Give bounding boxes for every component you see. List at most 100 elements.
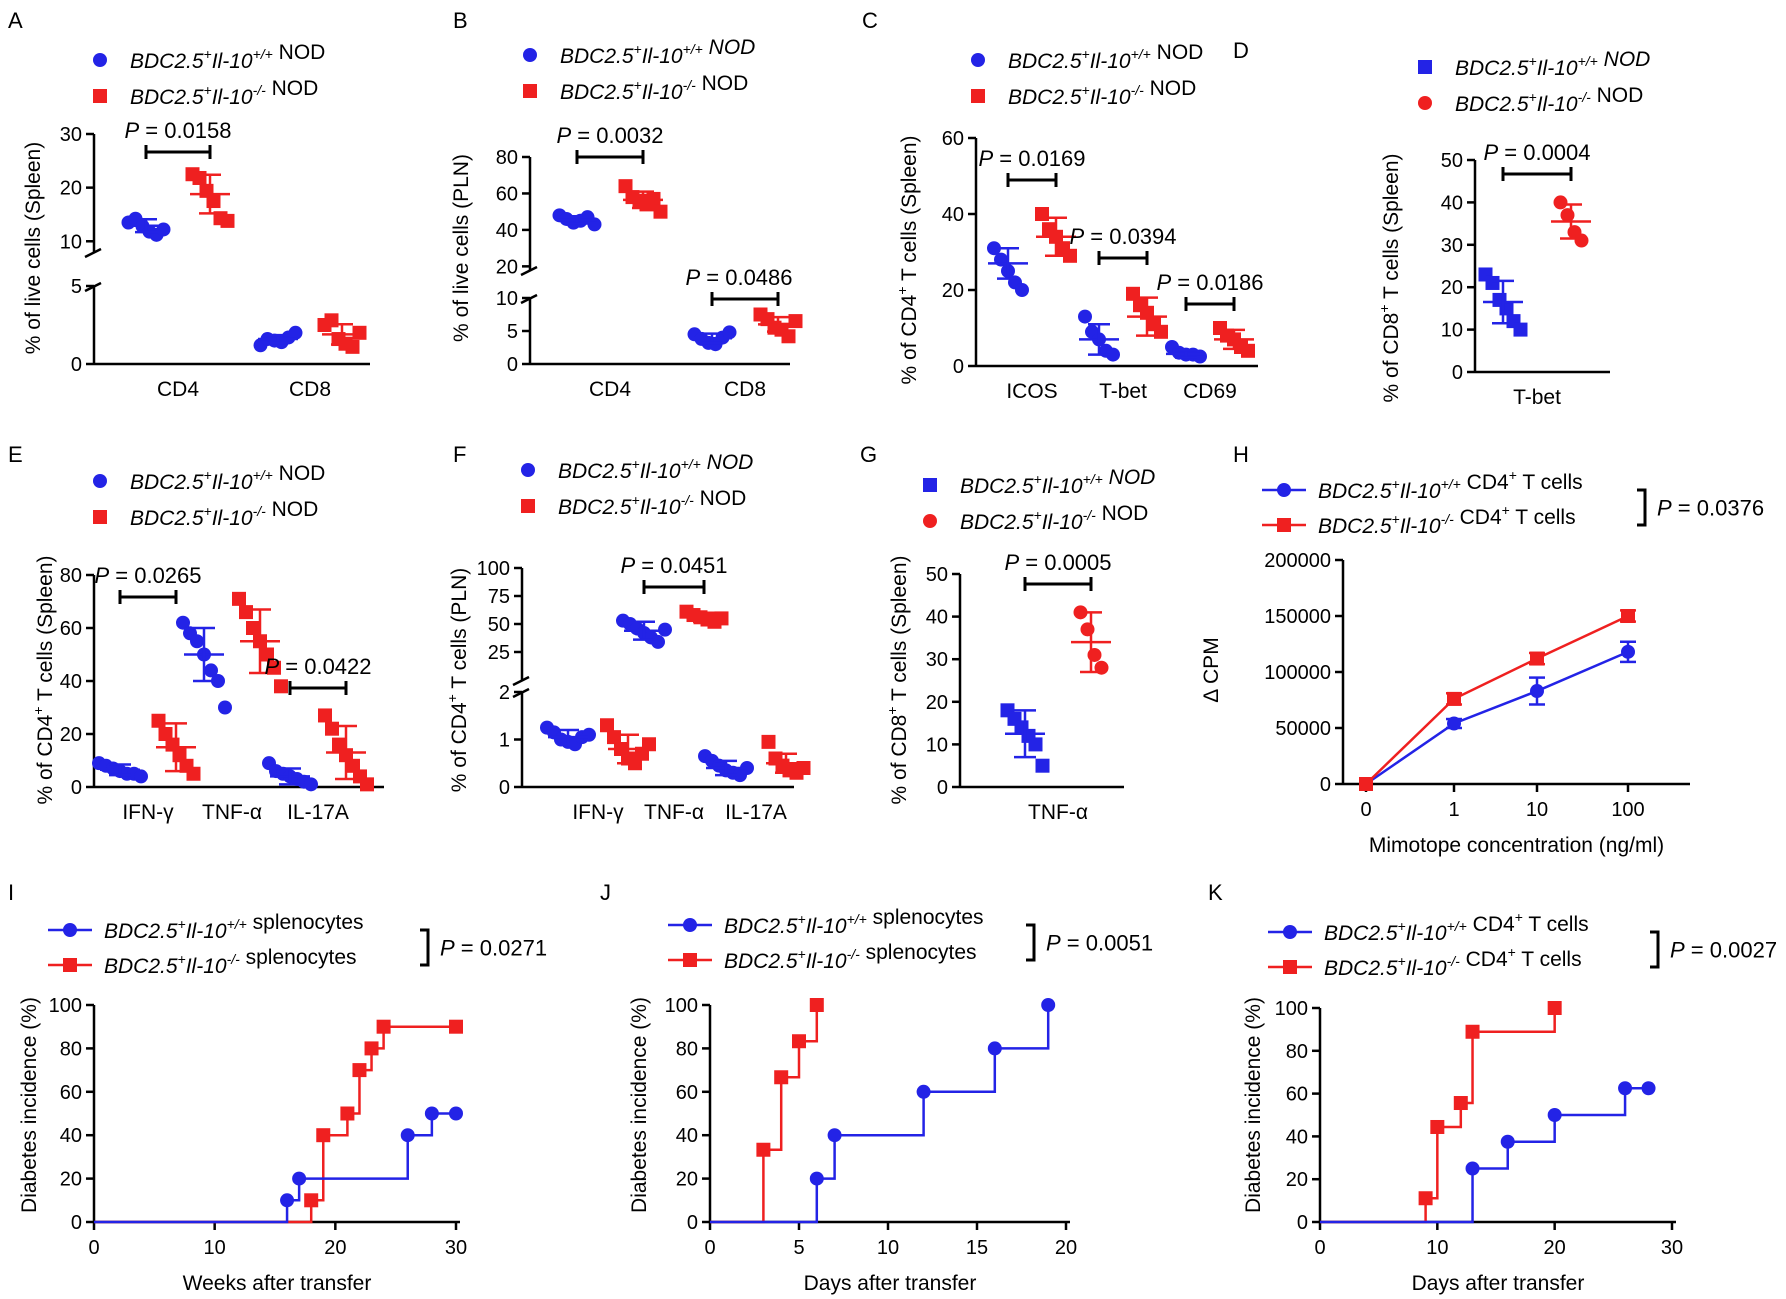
legend-label-wt: BDC2.5+Il-10+/+ CD4+ T cells (1324, 909, 1589, 945)
y-tick-label: 50000 (1275, 718, 1331, 740)
data-point (722, 325, 737, 340)
x-tick-label: 20 (1055, 1237, 1077, 1259)
x-tick-label: 0 (704, 1237, 715, 1259)
data-point (246, 621, 260, 635)
panel-label: J (600, 880, 611, 905)
y-tick-label: 100 (477, 558, 510, 580)
legend-marker-ko (1418, 96, 1432, 110)
legend-label-ko: BDC2.5+Il-10-/- splenocytes (724, 941, 977, 973)
p-value: P = 0.0486 (685, 265, 792, 290)
x-category-label: IL-17A (287, 801, 349, 824)
y-tick-label: 80 (676, 1038, 698, 1060)
y-tick-label: 40 (60, 1125, 82, 1147)
legend-label-wt: BDC2.5+Il-10+/+ NOD (1455, 48, 1650, 80)
p-value: P = 0.0158 (124, 118, 231, 143)
data-point (424, 1106, 439, 1121)
legend-label-ko: BDC2.5+Il-10-/- CD4+ T cells (1324, 944, 1582, 980)
y-tick-label: 20 (60, 724, 82, 746)
legend-marker-wt (521, 463, 535, 477)
y-tick-label: 10 (60, 231, 82, 253)
data-point (304, 777, 318, 792)
data-point (1430, 1119, 1445, 1134)
x-tick-label: 20 (1544, 1237, 1566, 1259)
data-point (1574, 233, 1589, 248)
legend: BDC2.5+Il-10+/+ NOD BDC2.5+Il-10-/- NOD (93, 462, 325, 530)
y-tick-label: 10 (926, 734, 948, 756)
p-value: P = 0.0051 (1046, 931, 1153, 956)
y-tick-label: 30 (1441, 235, 1463, 257)
data-point (274, 679, 288, 694)
data-point (232, 591, 246, 606)
y-tick-label: 100 (49, 995, 82, 1017)
y-tick-label: 75 (488, 586, 510, 608)
y-tick-label: 30 (60, 124, 82, 146)
legend-marker-ko (521, 499, 535, 513)
y-axis-label: % of CD4+ T cells (Spleen) (30, 555, 57, 804)
data-point (340, 1106, 355, 1121)
legend-marker-ko (93, 89, 107, 103)
legend-label-ko: BDC2.5+Il-10-/- NOD (558, 487, 746, 519)
legend-label-ko: BDC2.5+Il-10-/- NOD (560, 72, 748, 104)
data-point (332, 737, 346, 752)
p-value: P = 0.0394 (1069, 224, 1176, 249)
data-point (987, 241, 1001, 256)
data-point (792, 1034, 806, 1049)
legend-marker-wt (683, 918, 697, 932)
y-axis-label: Diabetes incidence (%) (628, 997, 651, 1213)
x-category-label: CD69 (1183, 380, 1237, 403)
data-point (788, 314, 803, 329)
legend-marker-wt (971, 53, 985, 67)
x-tick-label: 0 (1360, 799, 1371, 821)
y-tick-label: 100 (665, 995, 698, 1017)
data-point (1418, 1191, 1433, 1206)
y-tick-label: 80 (496, 147, 518, 169)
legend: BDC2.5+Il-10+/+ NOD BDC2.5+Il-10-/- NOD (1418, 48, 1650, 116)
x-axis-label: Days after transfer (804, 1272, 977, 1295)
legend-label-wt: BDC2.5+Il-10+/+ CD4+ T cells (1318, 467, 1583, 503)
y-axis-label: % of live cells (PLN) (450, 154, 473, 342)
y-tick-label: 20 (1441, 277, 1463, 299)
y-tick-label: 60 (676, 1082, 698, 1104)
data-point (1078, 309, 1092, 324)
legend-marker-ko (971, 89, 985, 103)
data-point (211, 674, 225, 688)
data-point (618, 179, 633, 194)
plot-area: 0 5 10 20 30 CD4 CD8 P = 0.0158 (60, 118, 370, 401)
legend: BDC2.5+Il-10+/+ splenocytesBDC2.5+Il-10-… (668, 906, 984, 973)
legend: BDC2.5+Il-10+/+ CD4+ T cellsBDC2.5+Il-10… (1268, 909, 1589, 980)
plot-area: 0 20 40 60 80 IFN-γ TNF-α IL-17A P = 0.0265 P = 0… (60, 563, 384, 824)
p-value: P = 0.0004 (1483, 140, 1590, 165)
data-point (658, 622, 672, 637)
data-point (916, 1084, 931, 1099)
legend-marker-ko (63, 958, 77, 972)
panel-label: K (1208, 880, 1223, 905)
legend: BDC2.5+Il-10+/+ NOD BDC2.5+Il-10-/- NOD (521, 451, 753, 519)
y-tick-label: 60 (942, 128, 964, 150)
data-point (218, 700, 232, 715)
data-point (827, 1128, 842, 1143)
y-tick-label: 20 (60, 1169, 82, 1191)
data-point (987, 1041, 1002, 1056)
x-tick-label: 100 (1611, 799, 1644, 821)
y-tick-label: 100 (1275, 998, 1308, 1020)
legend-marker-ko (93, 510, 107, 524)
legend-marker-wt (93, 474, 107, 488)
x-tick-label: 20 (324, 1237, 346, 1259)
x-category-label: CD8 (724, 378, 766, 401)
legend-label-wt: BDC2.5+Il-10+/+ NOD (130, 41, 325, 73)
legend-marker-wt (1277, 483, 1291, 497)
y-axis-label: Diabetes incidence (%) (1242, 997, 1265, 1213)
y-axis-label: % of CD4+ T cells (PLN) (444, 568, 471, 792)
data-point (220, 213, 235, 228)
y-tick-label: 25 (488, 642, 510, 664)
p-value: P = 0.0032 (556, 123, 663, 148)
plot-area: 0 5 10 20 40 60 80 CD4 CD8 P = 0.0032 P = 0.0486 (496, 123, 803, 401)
x-category-label: TNF-α (202, 801, 262, 824)
legend: BDC2.5+Il-10+/+ NOD BDC2.5+Il-10-/- NOD (523, 36, 755, 104)
plot-area: 0 20 40 60 80 100 Days after transfer 0 5 10 15 20 (665, 995, 1078, 1295)
data-point (1080, 622, 1095, 637)
data-point (1530, 651, 1544, 666)
p-value: P = 0.0451 (620, 553, 727, 578)
y-tick-label: 20 (60, 178, 82, 200)
legend-marker-ko (683, 953, 697, 967)
